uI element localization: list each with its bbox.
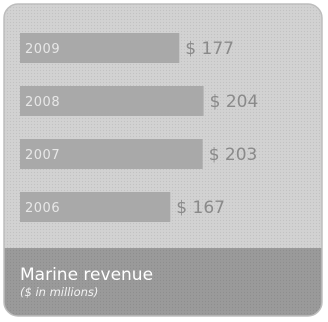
- bar-category-label: 2007: [25, 148, 60, 163]
- bar-category-label: 2008: [25, 95, 60, 110]
- chart-title: Marine revenue: [20, 265, 153, 285]
- bar-value-label: $ 167: [176, 198, 225, 218]
- bar-category-label: 2009: [25, 42, 60, 57]
- bar-group: 2009 $ 177 2008 $ 204 2007 $ 203 2006 $ 167: [20, 33, 258, 222]
- bar-value-label: $ 177: [185, 39, 234, 59]
- bar-2008: [20, 86, 204, 116]
- bar-2009: [20, 33, 180, 63]
- bar-2006: [20, 192, 171, 222]
- bar-value-label: $ 203: [209, 145, 258, 165]
- bar-2007: [20, 139, 203, 169]
- chart-panel-border: [3, 3, 323, 317]
- bar-category-label: 2006: [25, 201, 60, 216]
- bar-value-label: $ 204: [210, 92, 259, 112]
- chart-subtitle: ($ in millions): [20, 285, 98, 299]
